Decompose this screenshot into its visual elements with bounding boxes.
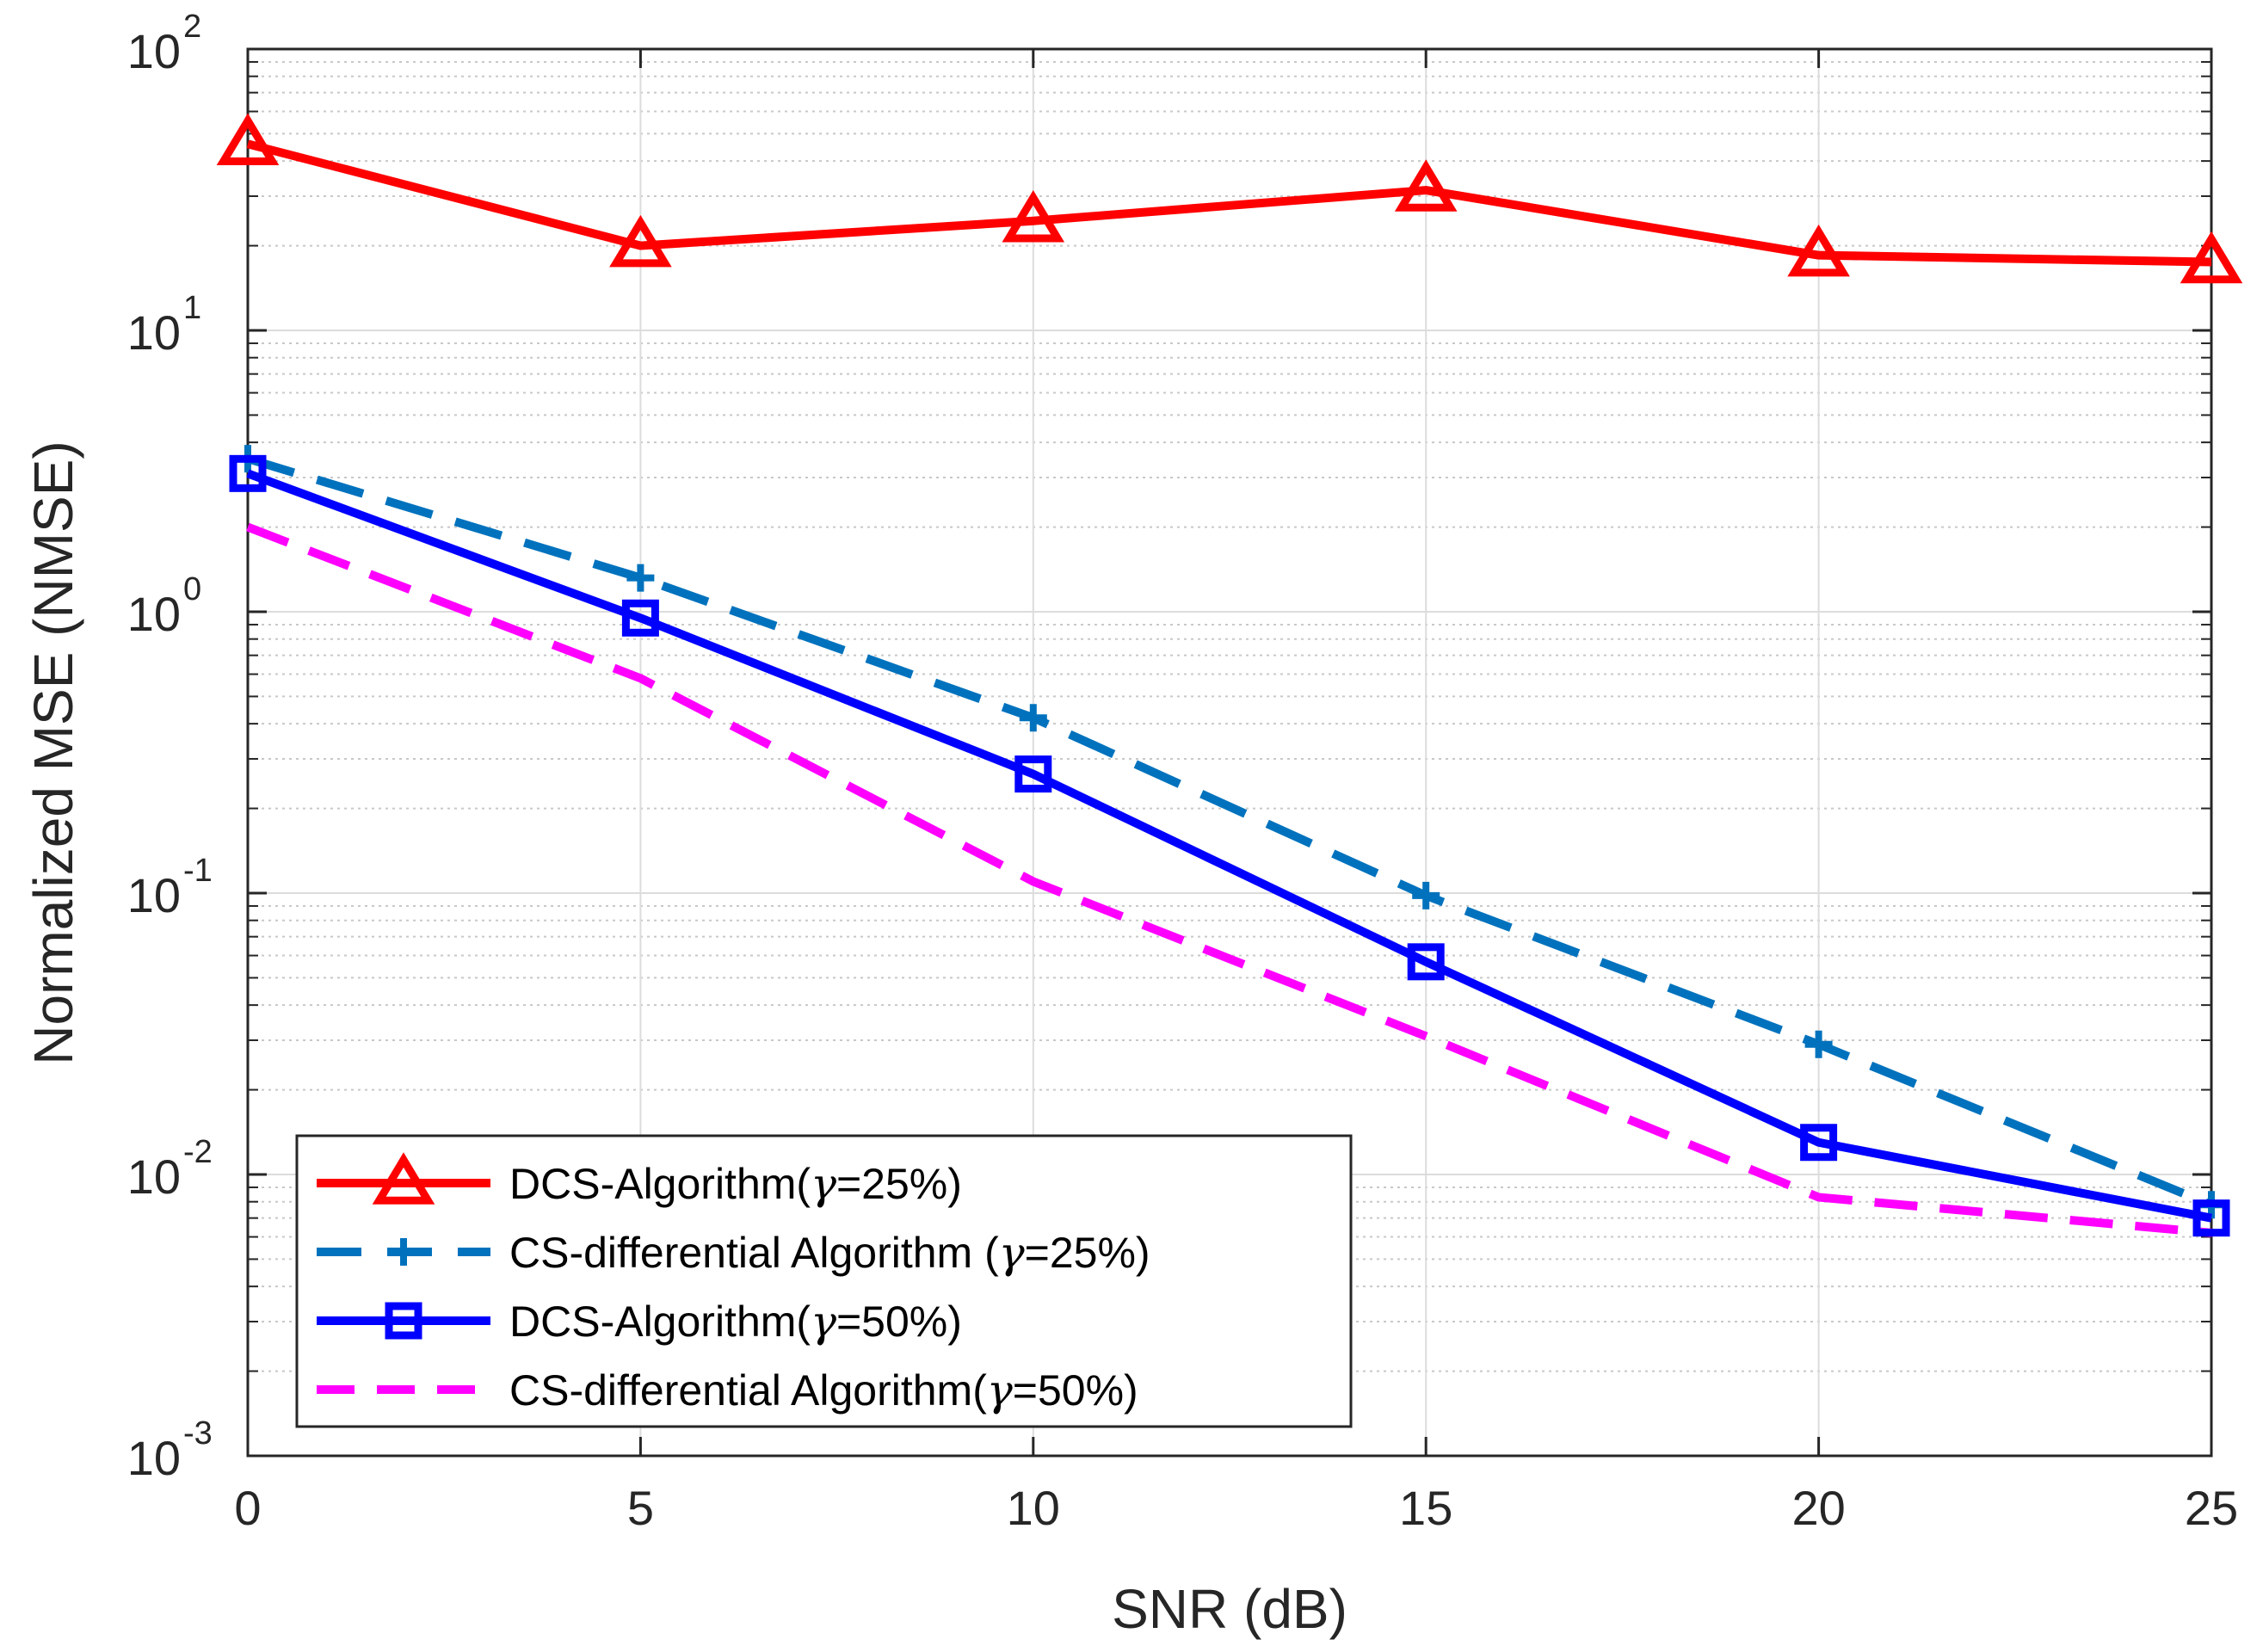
- axes-box: [246, 47, 2213, 1458]
- x-tick-label: 25: [2185, 1481, 2238, 1535]
- triangle-marker: [609, 214, 672, 268]
- x-tick-label: 20: [1791, 1481, 1845, 1535]
- legend: DCS-Algorithm(γ=25%) CS-differential Algo…: [295, 1134, 1353, 1428]
- x-axis-title: SNR (dB): [1112, 1578, 1347, 1640]
- y-tick-label-exponent: -2: [183, 1134, 213, 1170]
- legend-label: DCS-Algorithm(γ=25%): [509, 1159, 962, 1209]
- plus-marker: [1412, 881, 1440, 909]
- y-tick-label-base: 10: [127, 305, 181, 360]
- legend-entry: DCS-Algorithm(γ=50%): [317, 1297, 962, 1347]
- series-line: [246, 454, 2213, 1209]
- square-marker: [385, 1302, 422, 1340]
- y-axis-title: Normalized MSE (NMSE): [22, 441, 84, 1064]
- x-tick-label: 0: [234, 1481, 261, 1535]
- y-tick-label-base: 10: [127, 868, 181, 922]
- legend-label: CS-differential Algorithm (γ=25%): [509, 1228, 1150, 1278]
- series-1: [216, 113, 2243, 284]
- plus-marker: [390, 1238, 417, 1266]
- legend-entry: CS-differential Algorithm(γ=50%): [317, 1365, 1138, 1415]
- triangle-marker: [1002, 189, 1065, 243]
- square-marker: [1407, 943, 1445, 981]
- x-tick-label: 10: [1007, 1481, 1060, 1535]
- y-tick-label-base: 10: [127, 1150, 181, 1204]
- series-line: [246, 139, 2212, 267]
- plus-marker: [1804, 1030, 1833, 1058]
- y-tick-label-base: 10: [127, 24, 181, 78]
- legend-entry: DCS-Algorithm(γ=25%): [317, 1152, 962, 1209]
- y-tick-label-exponent: 0: [183, 571, 201, 607]
- y-tick-label-exponent: 1: [183, 290, 201, 326]
- square-marker: [1800, 1124, 1838, 1162]
- plus-marker: [1019, 704, 1047, 732]
- series: [216, 113, 2243, 1237]
- x-tick-label: 15: [1399, 1481, 1452, 1535]
- square-marker: [229, 454, 267, 492]
- series-line: [246, 469, 2212, 1223]
- y-tick-label-exponent: 2: [183, 9, 201, 45]
- y-tick-label-base: 10: [127, 1431, 181, 1485]
- square-marker: [621, 599, 659, 637]
- square-marker: [1014, 755, 1052, 793]
- legend-label: CS-differential Algorithm(γ=50%): [509, 1365, 1138, 1415]
- series-3: [229, 454, 2230, 1237]
- x-tick-label: 5: [627, 1481, 654, 1535]
- y-tick-label-exponent: -3: [183, 1415, 213, 1452]
- triangle-marker: [2180, 231, 2243, 284]
- square-marker: [2192, 1199, 2230, 1237]
- plus-marker: [626, 564, 655, 592]
- y-tick-label-base: 10: [127, 587, 181, 641]
- triangle-marker: [372, 1152, 435, 1205]
- triangle-marker: [1787, 224, 1850, 277]
- triangle-marker: [1394, 159, 1458, 212]
- series-line: [246, 522, 2212, 1237]
- legend-entry: CS-differential Algorithm (γ=25%): [317, 1228, 1150, 1278]
- y-tick-label-exponent: -1: [183, 853, 213, 889]
- legend-label: DCS-Algorithm(γ=50%): [509, 1297, 962, 1347]
- series-4: [246, 522, 2212, 1237]
- triangle-marker: [216, 113, 280, 166]
